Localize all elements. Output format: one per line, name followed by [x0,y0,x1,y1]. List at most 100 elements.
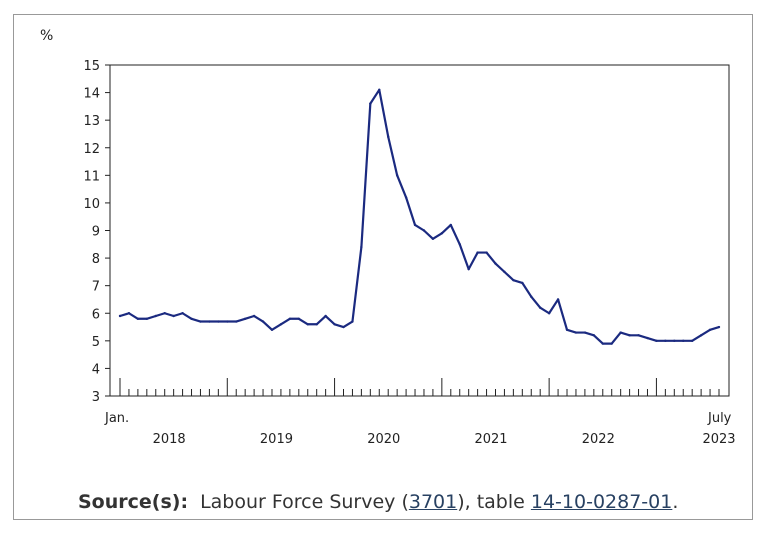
data-point [422,229,426,232]
data-point [306,323,309,326]
data-point [342,325,345,329]
y-tick-label: 4 [92,362,100,377]
data-point [252,314,256,318]
data-point [404,196,408,199]
data-point [458,243,461,246]
data-point [538,306,542,309]
data-point [440,232,444,235]
y-axis-label: % [40,28,53,44]
data-point [118,314,122,318]
data-point [145,317,149,320]
y-tick-label: 10 [83,197,100,212]
data-point [190,317,193,320]
data-point [297,317,301,320]
data-point [208,320,211,323]
y-tick-label: 5 [92,335,100,350]
data-point [637,334,640,337]
data-point [235,320,238,323]
data-point [673,339,676,343]
data-point [324,314,327,318]
data-point [243,317,247,320]
data-point [628,334,631,337]
source-label: Source(s): [78,491,189,513]
data-point [610,342,613,345]
data-point [547,312,551,315]
y-tick-label: 8 [92,252,100,267]
data-point [226,320,229,323]
year-label: 2022 [582,432,615,447]
x-start-label: Jan. [104,411,129,426]
data-point [413,223,417,227]
data-point [556,298,560,301]
source-note: Source(s): Labour Force Survey (3701), ta… [78,491,678,513]
survey-link[interactable]: 3701 [408,491,458,513]
year-label: 2023 [702,432,735,447]
data-point [217,320,220,323]
data-point [154,314,157,318]
data-point [485,251,488,254]
data-point [583,331,587,334]
data-point [619,331,622,334]
data-point [395,174,399,177]
data-point [512,278,515,282]
data-point [574,331,578,334]
y-tick-label: 13 [83,114,100,129]
data-point [682,339,685,343]
data-point [503,270,506,274]
data-point [717,325,721,329]
y-tick-label: 12 [83,142,100,157]
data-point [646,336,649,340]
y-tick-label: 14 [83,87,100,102]
data-point [360,245,363,249]
data-point [476,251,479,254]
y-tick-label: 6 [92,307,100,322]
data-point [664,339,667,343]
data-point [163,312,166,315]
data-point [601,342,604,345]
data-point [378,88,381,92]
data-point [449,223,452,227]
y-tick-label: 3 [92,390,100,405]
data-point [655,339,658,343]
data-point [279,323,283,326]
y-tick-label: 15 [83,59,100,74]
data-point [521,281,524,285]
plot-area [109,64,730,397]
y-tick-label: 7 [92,280,100,295]
data-point [270,328,274,331]
data-point [494,262,497,265]
year-label: 2018 [153,432,186,447]
data-point [333,323,336,326]
data-point [172,314,175,318]
series-line [119,88,720,345]
data-point [261,320,265,323]
chart-frame: % 3 4 5 6 7 8 9 10 11 12 13 14 15 Jan. July 2018 2019… [13,14,753,520]
y-tick-label: 11 [83,169,100,184]
data-point [708,328,712,331]
data-point [136,317,140,320]
source-text-2: ), table [457,491,531,513]
source-text-3: . [672,491,679,513]
data-point [565,328,569,331]
year-label: 2020 [367,432,400,447]
data-point [690,339,694,343]
table-link[interactable]: 14-10-0287-01 [530,491,673,513]
data-point [530,295,533,298]
year-label: 2019 [260,432,293,447]
data-point [127,312,131,315]
data-point [431,237,435,240]
data-point [288,317,292,320]
y-tick-label: 9 [92,225,100,240]
year-label: 2021 [474,432,507,447]
data-point [369,102,372,105]
data-point [199,320,202,323]
x-end-label: July [707,411,732,426]
data-point [387,135,390,138]
data-point [181,312,184,315]
source-text-1: Labour Force Survey ( [200,491,409,513]
data-point [467,267,470,271]
data-point [351,320,354,323]
data-point [699,334,703,337]
data-point [315,323,318,326]
unemployment-line-chart: % 3 4 5 6 7 8 9 10 11 12 13 14 15 Jan. July 2018 2019… [40,28,736,447]
